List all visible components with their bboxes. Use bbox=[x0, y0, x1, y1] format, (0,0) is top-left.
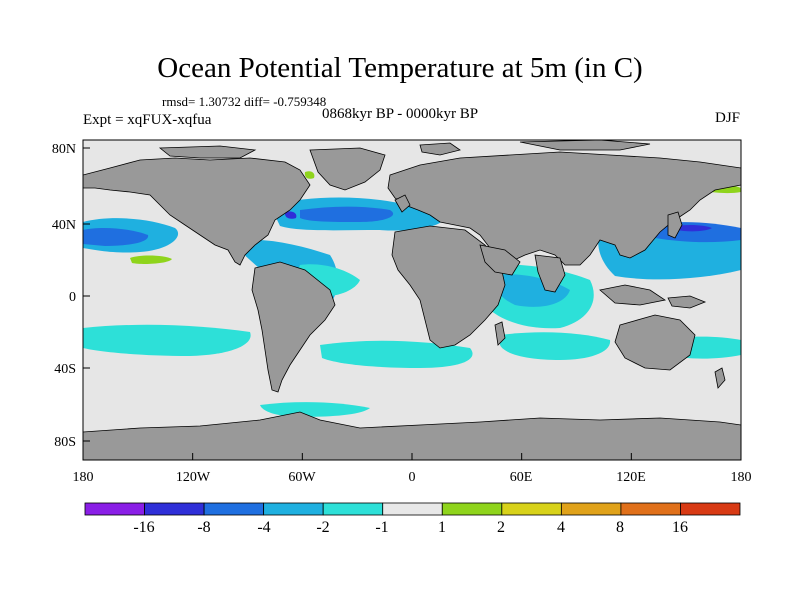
x-tick-label-120w: 120W bbox=[176, 470, 211, 485]
season-label: DJF bbox=[714, 110, 740, 126]
colorbar bbox=[84, 502, 741, 516]
colorbar-label-neg8: -8 bbox=[197, 519, 211, 536]
new-guinea bbox=[667, 295, 707, 309]
x-tick-label-60w: 60W bbox=[288, 470, 316, 485]
new-zealand bbox=[714, 367, 726, 389]
colorbar-swatch bbox=[620, 502, 681, 516]
indonesia bbox=[599, 284, 667, 306]
x-tick-label-120e: 120E bbox=[616, 470, 646, 485]
arabia bbox=[479, 244, 521, 276]
map-plot-area bbox=[83, 140, 741, 460]
y-tick-label-40n: 40N bbox=[52, 218, 76, 233]
colorbar-swatch bbox=[501, 502, 562, 516]
madagascar bbox=[494, 321, 506, 346]
colorbar-swatch bbox=[382, 502, 443, 516]
y-tick-label-80s: 80S bbox=[54, 435, 76, 450]
x-tick-marks bbox=[82, 453, 742, 460]
x-tick-label-180e: 180 bbox=[731, 470, 752, 485]
colorbar-swatch bbox=[560, 502, 622, 516]
colorbar-swatch bbox=[680, 502, 741, 516]
x-tick-label-0: 0 bbox=[409, 470, 416, 485]
south-america bbox=[251, 261, 336, 393]
y-tick-label-0: 0 bbox=[69, 290, 76, 305]
stats-label: rmsd= 1.30732 diff= -0.759348 bbox=[162, 94, 327, 109]
colorbar-label-4: 4 bbox=[557, 519, 565, 536]
india bbox=[534, 254, 566, 293]
north-america bbox=[83, 157, 311, 266]
colorbar-label-neg4: -4 bbox=[257, 519, 271, 536]
experiment-label: Expt = xqFUX-xqfua bbox=[83, 112, 212, 128]
y-tick-label-40s: 40S bbox=[54, 362, 76, 377]
colorbar-swatch bbox=[84, 502, 145, 516]
period-label: 0868kyr BP - 0000kyr BP bbox=[322, 106, 479, 122]
arctic-islands bbox=[158, 145, 257, 159]
colorbar-swatch bbox=[263, 502, 324, 516]
colorbar-swatch bbox=[203, 502, 265, 516]
colorbar-label-neg1: -1 bbox=[375, 519, 389, 536]
colorbar-label-16: 16 bbox=[672, 519, 688, 536]
land-masses bbox=[83, 140, 741, 460]
australia bbox=[614, 314, 696, 371]
antarctica bbox=[83, 411, 741, 460]
colorbar-swatch bbox=[441, 502, 503, 516]
eurasia bbox=[387, 151, 741, 266]
x-tick-label-180w: 180 bbox=[73, 470, 94, 485]
x-tick-label-60e: 60E bbox=[510, 470, 533, 485]
y-tick-label-80n: 80N bbox=[52, 142, 76, 157]
colorbar-label-neg2: -2 bbox=[316, 519, 330, 536]
colorbar-label-2: 2 bbox=[497, 519, 505, 536]
colorbar-label-neg16: -16 bbox=[133, 519, 155, 536]
colorbar-swatch bbox=[144, 502, 205, 516]
colorbar-swatch bbox=[322, 502, 384, 516]
british-isles bbox=[394, 194, 411, 213]
africa bbox=[391, 225, 506, 349]
map-title: Ocean Potential Temperature at 5m (in C) bbox=[157, 52, 643, 84]
colorbar-label-8: 8 bbox=[616, 519, 624, 536]
japan bbox=[667, 211, 683, 239]
svalbard bbox=[419, 142, 461, 156]
y-tick-marks bbox=[83, 147, 90, 442]
greenland bbox=[309, 147, 386, 191]
colorbar-label-1: 1 bbox=[438, 519, 446, 536]
